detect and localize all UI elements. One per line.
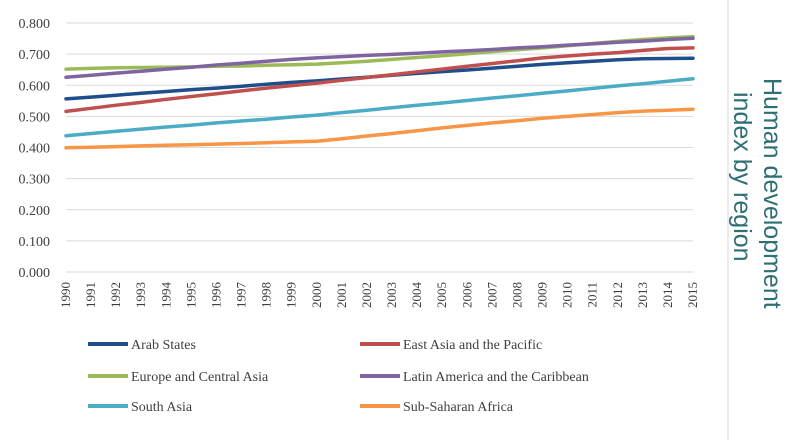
legend-label-south-asia: South Asia [131,400,193,415]
chart-title: Human development index by region [728,78,786,309]
x-tick-label: 1997 [234,282,249,309]
series-line-east-asia-and-the-pacific [64,46,695,114]
y-tick-label: 0.000 [19,266,51,281]
chart-title-line-1: Human development [758,78,786,309]
x-tick-label: 1994 [158,282,173,309]
legend-label-latin-america-and-the-caribbean: Latin America and the Caribbean [403,370,589,385]
x-tick-label: 2010 [560,282,575,308]
y-tick-label: 0.800 [19,17,51,32]
x-tick-label: 2000 [309,282,324,308]
x-tick-label: 2003 [384,282,399,308]
x-tick-label: 1991 [83,282,98,308]
x-tick-label: 2002 [359,282,374,308]
y-tick-label: 0.100 [19,235,51,250]
x-tick-label: 2008 [509,282,524,308]
x-tick-label: 1990 [58,282,73,308]
x-tick-label: 1996 [208,282,223,309]
gridlines [66,22,693,273]
series-line-sub-saharan-africa [64,107,695,150]
y-tick-label: 0.400 [19,142,51,157]
x-tick-label: 2009 [535,282,550,308]
chart-title-line-2: index by region [728,92,756,262]
x-tick-label: 2015 [685,282,700,308]
y-tick-label: 0.200 [19,204,51,219]
y-tick-label: 0.300 [19,173,51,188]
x-tick-label: 1995 [183,282,198,308]
legend-label-arab-states: Arab States [131,338,196,353]
x-tick-label: 2006 [459,282,474,309]
x-axis-ticks: 1990 1991 1992 1993 1994 1995 1996 1997 1998 1999… [58,282,700,309]
legend-label-europe-and-central-asia: Europe and Central Asia [131,370,269,385]
x-tick-label: 2004 [409,282,424,309]
y-tick-label: 0.700 [19,48,51,63]
series-lines [64,34,695,150]
x-tick-label: 2014 [660,282,675,309]
y-tick-label: 0.500 [19,110,51,125]
x-tick-label: 2005 [434,282,449,308]
x-tick-label: 1992 [108,282,123,308]
x-tick-label: 2001 [334,282,349,308]
x-tick-label: 1993 [133,282,148,308]
x-tick-label: 2013 [635,282,650,308]
series-line-arab-states [64,56,695,101]
x-tick-label: 2011 [585,282,600,308]
y-axis-ticks: 0.000 0.100 0.200 0.300 0.400 0.500 0.600 0.700… [19,17,51,281]
legend-label-east-asia-and-the-pacific: East Asia and the Pacific [403,338,542,353]
y-tick-label: 0.600 [19,79,51,94]
legend: Arab States East Asia and the Pacific Euro… [88,338,589,415]
x-tick-label: 1999 [284,282,299,308]
x-tick-label: 1998 [259,282,274,308]
series-line-south-asia [64,76,695,138]
x-tick-label: 2012 [610,282,625,308]
legend-label-sub-saharan-africa: Sub-Saharan Africa [403,400,514,415]
x-tick-label: 2007 [484,282,499,309]
series-line-latin-america-and-the-caribbean [64,36,695,79]
